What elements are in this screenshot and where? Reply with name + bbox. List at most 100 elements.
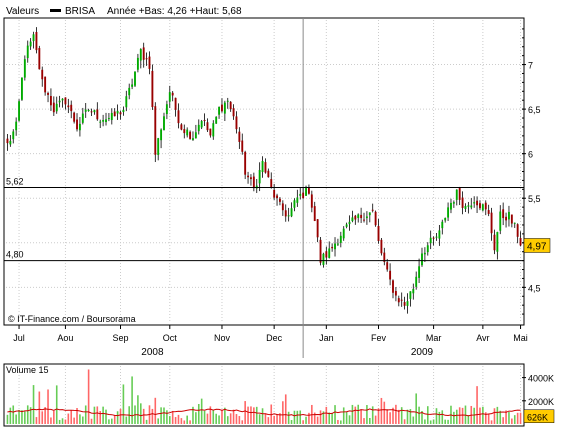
volume-bar <box>140 403 142 424</box>
volume-bar <box>166 410 168 424</box>
candle-body <box>165 104 168 115</box>
volume-bar <box>296 410 299 424</box>
volume-bar <box>244 401 246 424</box>
volume-bar <box>67 413 70 424</box>
volume-bar <box>247 406 249 424</box>
candle-body <box>261 160 264 173</box>
candle-body <box>302 192 305 199</box>
candle-body <box>281 203 284 211</box>
volume-bar <box>61 418 64 424</box>
candle-body <box>394 291 397 296</box>
volume-bar <box>168 416 171 424</box>
candle-body <box>519 238 522 246</box>
volume-bar <box>406 409 409 424</box>
last-volume-label: 626K <box>527 413 548 423</box>
candle-body <box>423 252 426 255</box>
volume-bar <box>180 418 183 424</box>
volume-bar <box>400 407 403 424</box>
candle-body <box>52 102 55 113</box>
candle-body <box>96 109 99 120</box>
volume-bar <box>232 409 235 424</box>
volume-bar <box>108 419 110 424</box>
candle-body <box>273 189 276 198</box>
candle-body <box>461 197 464 208</box>
candle-body <box>510 214 513 224</box>
volume-bar <box>137 395 139 424</box>
volume-bar <box>461 407 464 424</box>
price-y-tick-label: 6 <box>528 150 533 160</box>
candle-body <box>238 131 241 142</box>
volume-bar <box>186 415 188 424</box>
volume-bar <box>41 411 44 424</box>
candle-body <box>464 205 467 209</box>
candle-body <box>397 298 400 303</box>
volume-bar <box>369 417 371 424</box>
volume-y-tick-label: 4000K <box>528 374 554 384</box>
candle-body <box>421 253 423 266</box>
volume-bar <box>357 404 360 424</box>
candle-body <box>145 58 148 60</box>
volume-bar <box>505 410 507 424</box>
volume-bar <box>511 418 513 424</box>
candle-body <box>371 209 374 211</box>
volume-bar <box>290 420 293 424</box>
candle-body <box>206 122 209 131</box>
volume-bar <box>293 410 296 424</box>
candle-body <box>148 56 151 69</box>
candle-body <box>377 226 380 241</box>
last-volume-badge <box>523 409 555 423</box>
x-tick-label: Jul <box>13 333 25 343</box>
volume-bar <box>142 408 145 424</box>
volume-bar <box>76 408 78 424</box>
candle-body <box>250 177 252 180</box>
candle-body <box>203 119 206 121</box>
x-tick-label: Mar <box>426 333 442 343</box>
candle-body <box>131 84 134 87</box>
volume-bar <box>473 407 475 424</box>
candle-body <box>177 110 180 124</box>
volume-bar <box>374 415 377 424</box>
volume-bar <box>496 406 499 424</box>
volume-bar <box>200 398 203 424</box>
volume-bar <box>409 409 412 424</box>
candle-body <box>247 175 249 178</box>
candle-body <box>310 194 313 208</box>
volume-bar <box>366 405 368 424</box>
candle-body <box>426 245 429 253</box>
candle-body <box>322 253 325 265</box>
volume-bar <box>455 409 458 424</box>
volume-bar <box>177 414 180 424</box>
volume-bar <box>235 414 238 424</box>
candle-body <box>444 217 447 221</box>
volume-bar <box>105 409 107 424</box>
candle-body <box>331 246 334 249</box>
candle-body <box>258 170 261 184</box>
candle-body <box>279 198 281 202</box>
candle-body <box>493 234 496 251</box>
volume-bar <box>319 410 322 424</box>
candle-body <box>200 121 203 128</box>
volume-bar <box>87 369 90 424</box>
volume-bar <box>111 418 113 424</box>
candle-body <box>186 129 189 136</box>
candle-body <box>87 109 90 112</box>
volume-bar <box>215 413 217 424</box>
candle-body <box>122 109 125 112</box>
candle-body <box>476 200 479 206</box>
candle-body <box>380 239 383 254</box>
candle-body <box>252 176 255 189</box>
volume-bar <box>305 416 307 424</box>
volume-bar <box>79 414 81 424</box>
x-tick-label: Oct <box>163 333 178 343</box>
candle-body <box>110 112 113 121</box>
candle-body <box>21 77 23 100</box>
candle-body <box>513 222 516 224</box>
candle-body <box>287 215 290 217</box>
candle-body <box>218 106 221 115</box>
volume-bar <box>102 406 104 424</box>
volume-bar <box>386 409 388 424</box>
volume-bar <box>516 412 519 424</box>
volume-bar <box>513 415 516 424</box>
candle-body <box>339 235 342 243</box>
